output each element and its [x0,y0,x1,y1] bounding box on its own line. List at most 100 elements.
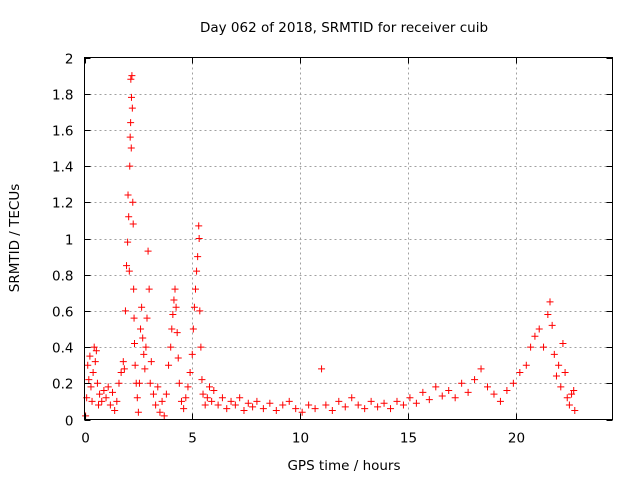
y-tick-label: 2 [65,52,74,68]
data-point-marker [341,403,349,411]
data-point-marker [496,397,504,405]
data-point-marker [88,397,96,405]
data-point-marker [559,339,567,347]
data-point-marker [85,376,93,384]
data-point-marker [285,397,293,405]
data-point-marker [156,408,164,416]
data-point-marker [124,238,132,246]
data-point-marker [203,394,211,402]
data-point-marker [115,379,123,387]
x-tick-label: 20 [508,431,525,447]
plot-frame [84,57,613,420]
chart-title: Day 062 of 2018, SRMTID for receiver cui… [200,20,488,36]
data-point-marker [240,406,248,414]
grid-lines [84,57,613,420]
data-point-marker [173,329,181,337]
data-point-marker [152,401,160,409]
data-point-marker [266,399,274,407]
data-point-marker [298,408,306,416]
data-point-marker [279,401,287,409]
data-point-marker [544,311,552,319]
data-point-marker [168,325,176,333]
data-point-marker [194,253,202,261]
data-point-marker [305,401,313,409]
data-point-marker [160,412,168,420]
data-point-marker [244,399,252,407]
data-point-marker [167,343,175,351]
y-tick-label: 0 [65,414,74,430]
data-point-marker [106,401,114,409]
data-point-marker [425,396,433,404]
data-point-marker [127,93,135,101]
data-point-marker [419,388,427,396]
y-tick-label: 1.2 [52,196,73,212]
data-point-marker [172,303,180,311]
data-point-marker [184,383,192,391]
data-point-marker [570,387,578,395]
y-tick-label: 1.8 [52,88,73,104]
data-point-marker [171,285,179,293]
data-point-marker [177,397,185,405]
data-point-marker [354,401,362,409]
data-point-marker [125,267,133,275]
data-point-marker [198,376,206,384]
data-point-marker [137,325,145,333]
data-point-marker [84,361,92,369]
data-point-marker [143,314,151,322]
data-point-marker [124,191,132,199]
data-point-marker [458,379,466,387]
data-point-marker [227,397,235,405]
data-point-marker [471,376,479,384]
data-point-marker [189,325,197,333]
data-point-marker [335,397,343,405]
data-point-marker [484,383,492,391]
data-point-marker [565,401,573,409]
data-point-marker [527,343,535,351]
data-point-marker [205,383,213,391]
y-tick-label: 0.2 [52,377,73,393]
data-point-marker [175,379,183,387]
data-point-marker [140,350,148,358]
data-point-marker [134,408,142,416]
data-point-marker [522,361,530,369]
data-point-marker [87,383,95,391]
data-point-marker [208,397,216,405]
data-point-marker [445,387,453,395]
data-point-marker [128,72,136,80]
data-point-marker [130,314,138,322]
data-point-marker [201,401,209,409]
data-point-marker [169,311,177,319]
data-point-marker [490,390,498,398]
data-point-marker [98,397,106,405]
y-tick-label: 0.8 [52,269,73,285]
data-point-marker [129,220,137,228]
data-point-marker [165,361,173,369]
data-point-marker [120,365,128,373]
y-tick-label: 0.4 [52,341,73,357]
data-point-marker [146,379,154,387]
data-point-marker [182,394,190,402]
data-point-marker [311,405,319,413]
data-point-marker [111,406,119,414]
data-point-marker [571,406,579,414]
data-point-marker [516,368,524,376]
axis-ticks: 00.20.40.60.811.21.41.61.820 5 10 15 20 [52,52,613,447]
data-point-marker [113,397,121,405]
data-point-marker [195,235,203,242]
data-point-marker [174,354,182,362]
data-points [82,72,579,420]
data-point-marker [236,394,244,402]
data-point-marker [393,397,401,405]
x-tick-label: 5 [188,431,197,447]
data-point-marker [129,198,137,206]
data-point-marker [367,397,375,405]
data-point-marker [135,379,143,387]
data-point-marker [199,390,207,398]
data-point-marker [119,358,127,366]
data-point-marker [555,361,563,369]
data-point-marker [154,383,162,391]
data-point-marker [121,307,129,315]
data-point-marker [138,303,146,311]
data-point-marker [89,368,97,376]
data-point-marker [144,247,152,255]
